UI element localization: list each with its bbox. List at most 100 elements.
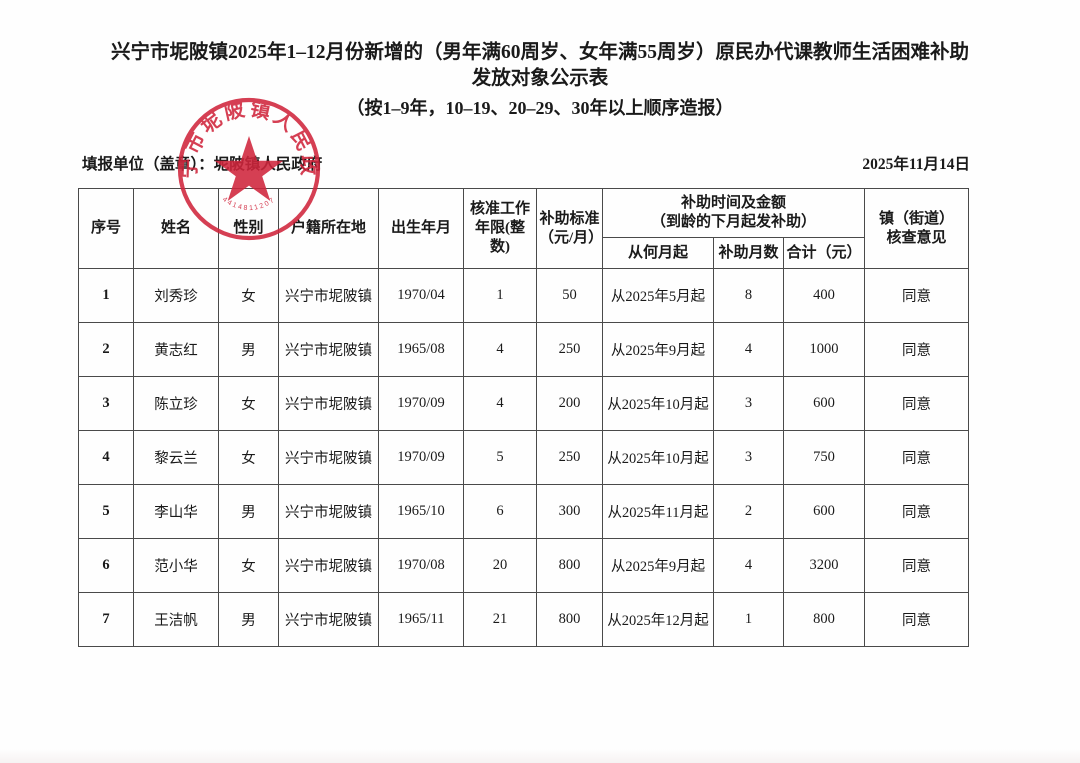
cell-sex: 男 xyxy=(218,484,279,539)
table-row: 5 李山华男兴宁市坭陂镇 1965/10 6 300 从2025年11月起 2 600 同意 xyxy=(78,484,969,539)
cell-opinion: 同意 xyxy=(864,376,969,431)
col-header-work-years-line2: 年限(整数) xyxy=(475,220,525,255)
cell-household: 兴宁市坭陂镇 xyxy=(278,592,379,647)
col-header-subsidy-group-line2: （到龄的下月起发补助） xyxy=(650,214,816,230)
cell-household: 兴宁市坭陂镇 xyxy=(278,538,379,593)
cell-work-years: 4 xyxy=(463,376,537,431)
table-body: 1 刘秀珍女兴宁市坭陂镇 1970/04 1 50 从2025年5月起 8 400 同意 2 黄志红… xyxy=(78,268,969,647)
report-date: 2025年11月14日 xyxy=(862,156,970,173)
cell-name: 王洁帆 xyxy=(133,592,219,647)
cell-household: 兴宁市坭陂镇 xyxy=(278,376,379,431)
cell-seq: 1 xyxy=(78,268,134,323)
cell-months: 3 xyxy=(713,430,784,485)
cell-name: 黎云兰 xyxy=(133,430,219,485)
document-meta-row: 填报单位（盖章）：坭陂镇人民政府 2025年11月14日 xyxy=(82,152,998,176)
cell-sex: 女 xyxy=(218,430,279,485)
table-row: 1 刘秀珍女兴宁市坭陂镇 1970/04 1 50 从2025年5月起 8 400 同意 xyxy=(78,268,969,323)
cell-name: 范小华 xyxy=(133,538,219,593)
scan-bottom-edge xyxy=(0,749,1080,763)
subsidy-table-container: 序号 姓名 性别 户籍所在地 出生年月 核准工作 年限(整数) 补助标准 （元/… xyxy=(78,188,969,647)
cell-sex: 男 xyxy=(218,322,279,377)
cell-total: 3200 xyxy=(783,538,865,593)
cell-from-month: 从2025年9月起 xyxy=(602,322,714,377)
cell-from-month: 从2025年10月起 xyxy=(602,376,714,431)
cell-opinion: 同意 xyxy=(864,322,969,377)
col-header-town-opinion: 镇（街道） 核查意见 xyxy=(864,188,969,269)
page-title-line-2: 发放对象公示表 xyxy=(471,68,609,90)
cell-household: 兴宁市坭陂镇 xyxy=(278,430,379,485)
col-header-subsidy-group-line1: 补助时间及金额 xyxy=(680,195,786,212)
subsidy-recipients-table: 序号 姓名 性别 户籍所在地 出生年月 核准工作 年限(整数) 补助标准 （元/… xyxy=(78,188,969,647)
table-row: 7 王洁帆男兴宁市坭陂镇 1965/11 21 800 从2025年12月起 1 800 同意 xyxy=(78,592,969,647)
cell-months: 1 xyxy=(713,592,784,647)
col-header-subsidy-standard-line2: （元/月） xyxy=(539,229,604,246)
cell-from-month: 从2025年5月起 xyxy=(602,268,714,323)
cell-birth: 1965/11 xyxy=(378,592,464,647)
cell-name: 陈立珍 xyxy=(133,376,219,431)
col-header-work-years: 核准工作 年限(整数) xyxy=(463,188,537,269)
cell-birth: 1965/08 xyxy=(378,322,464,377)
col-header-household: 户籍所在地 xyxy=(278,188,379,269)
cell-subsidy-standard: 300 xyxy=(536,484,603,539)
cell-total: 600 xyxy=(783,376,865,431)
cell-opinion: 同意 xyxy=(864,592,969,647)
cell-name: 李山华 xyxy=(133,484,219,539)
col-header-subsidy-standard: 补助标准 （元/月） xyxy=(536,188,604,269)
cell-household: 兴宁市坭陂镇 xyxy=(278,268,379,323)
col-header-sex: 性别 xyxy=(218,188,279,269)
cell-birth: 1970/08 xyxy=(378,538,464,593)
col-header-town-opinion-line1: 镇（街道） xyxy=(878,210,954,227)
cell-months: 3 xyxy=(713,376,784,431)
col-header-subsidy-standard-line1: 补助标准 xyxy=(539,210,600,227)
cell-seq: 2 xyxy=(78,322,134,377)
table-row: 4 黎云兰女兴宁市坭陂镇 1970/09 5 250 从2025年10月起 3 750 同意 xyxy=(78,430,969,485)
page-subtitle-ordering-note: （按1–9年，10–19、20–29、30年以上顺序造报） xyxy=(346,97,734,118)
cell-subsidy-standard: 800 xyxy=(536,538,603,593)
cell-work-years: 20 xyxy=(463,538,537,593)
cell-name: 黄志红 xyxy=(133,322,219,377)
cell-birth: 1970/09 xyxy=(378,376,464,431)
col-header-seq: 序号 xyxy=(78,188,134,269)
col-header-town-opinion-line2: 核查意见 xyxy=(886,229,947,246)
cell-work-years: 1 xyxy=(463,268,537,323)
table-row: 2 黄志红男兴宁市坭陂镇 1965/08 4 250 从2025年9月起 4 1000 同意 xyxy=(78,322,969,377)
cell-subsidy-standard: 50 xyxy=(536,268,603,323)
cell-sex: 女 xyxy=(218,268,279,323)
cell-subsidy-standard: 800 xyxy=(536,592,603,647)
col-header-birth: 出生年月 xyxy=(378,188,464,269)
cell-total: 800 xyxy=(783,592,865,647)
cell-months: 2 xyxy=(713,484,784,539)
table-row: 3 陈立珍女兴宁市坭陂镇 1970/09 4 200 从2025年10月起 3 600 同意 xyxy=(78,376,969,431)
cell-work-years: 6 xyxy=(463,484,537,539)
cell-name: 刘秀珍 xyxy=(133,268,219,323)
cell-opinion: 同意 xyxy=(864,268,969,323)
cell-total: 1000 xyxy=(783,322,865,377)
reporting-unit-label: 填报单位（盖章）：坭陂镇人民政府 xyxy=(82,156,323,173)
cell-seq: 5 xyxy=(78,484,134,539)
cell-from-month: 从2025年11月起 xyxy=(602,484,714,539)
page-title-line-1: 兴宁市坭陂镇2025年1–12月份新增的（男年满60周岁、女年满55周岁）原民办… xyxy=(110,42,969,63)
col-header-from-month: 从何月起 xyxy=(602,237,714,269)
cell-work-years: 5 xyxy=(463,430,537,485)
cell-household: 兴宁市坭陂镇 xyxy=(278,322,379,377)
cell-from-month: 从2025年9月起 xyxy=(602,538,714,593)
cell-total: 750 xyxy=(783,430,865,485)
cell-birth: 1970/09 xyxy=(378,430,464,485)
table-header: 序号 姓名 性别 户籍所在地 出生年月 核准工作 年限(整数) 补助标准 （元/… xyxy=(78,188,969,269)
cell-seq: 6 xyxy=(78,538,134,593)
cell-seq: 7 xyxy=(78,592,134,647)
cell-months: 4 xyxy=(713,538,784,593)
cell-subsidy-standard: 200 xyxy=(536,376,603,431)
col-header-total: 合计（元） xyxy=(783,237,865,269)
cell-opinion: 同意 xyxy=(864,538,969,593)
cell-from-month: 从2025年12月起 xyxy=(602,592,714,647)
col-header-months: 补助月数 xyxy=(713,237,784,269)
cell-work-years: 21 xyxy=(463,592,537,647)
cell-birth: 1970/04 xyxy=(378,268,464,323)
col-header-subsidy-group: 补助时间及金额 （到龄的下月起发补助） xyxy=(602,188,865,238)
cell-sex: 女 xyxy=(218,376,279,431)
cell-total: 600 xyxy=(783,484,865,539)
cell-subsidy-standard: 250 xyxy=(536,430,603,485)
document-title-block: 兴宁市坭陂镇2025年1–12月份新增的（男年满60周岁、女年满55周岁）原民办… xyxy=(0,40,1080,123)
